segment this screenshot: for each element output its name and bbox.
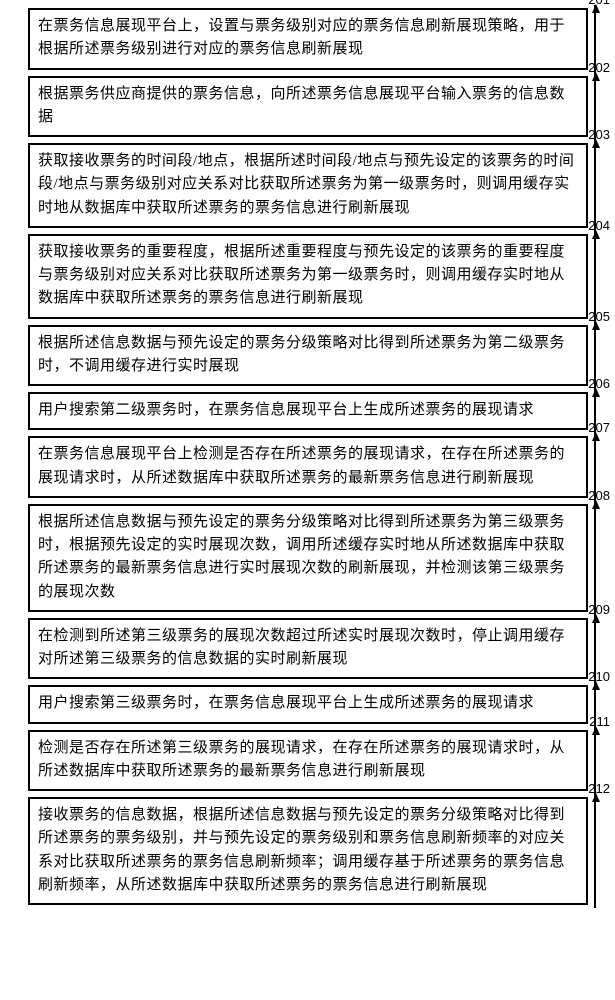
- step-box: 获取接收票务的时间段/地点，根据所述时间段/地点与预先设定的该票务的时间段/地点…: [28, 143, 588, 228]
- flow-step: 204 获取接收票务的重要程度，根据所述重要程度与预先设定的该票务的重要程度与票…: [28, 234, 588, 319]
- step-box: 在票务信息展现平台上检测是否存在所述票务的展现请求，在存在所述票务的展现请求时，…: [28, 436, 588, 498]
- flow-step: 210 用户搜索第三级票务时，在票务信息展现平台上生成所述票务的展现请求: [28, 685, 588, 723]
- flow-step: 202 根据票务供应商提供的票务信息，向所述票务信息展现平台输入票务的信息数据: [28, 76, 588, 138]
- flow-step: 212 接收票务的信息数据，根据所述信息数据与预先设定的票务分级策略对比得到所述…: [28, 797, 588, 905]
- step-box: 根据票务供应商提供的票务信息，向所述票务信息展现平台输入票务的信息数据: [28, 76, 588, 138]
- step-box: 接收票务的信息数据，根据所述信息数据与预先设定的票务分级策略对比得到所述票务的票…: [28, 797, 588, 905]
- step-box: 用户搜索第二级票务时，在票务信息展现平台上生成所述票务的展现请求: [28, 392, 588, 430]
- step-box: 检测是否存在所述第三级票务的展现请求，在存在所述票务的展现请求时，从所述数据库中…: [28, 730, 588, 792]
- flow-step: 201 在票务信息展现平台上，设置与票务级别对应的票务信息刷新展现策略，用于根据…: [28, 8, 588, 70]
- flow-step: 203 获取接收票务的时间段/地点，根据所述时间段/地点与预先设定的该票务的时间…: [28, 143, 588, 228]
- connector: [586, 144, 604, 229]
- step-box: 用户搜索第三级票务时，在票务信息展现平台上生成所述票务的展现请求: [28, 685, 588, 723]
- flow-step: 206 用户搜索第二级票务时，在票务信息展现平台上生成所述票务的展现请求: [28, 392, 588, 430]
- step-box: 根据所述信息数据与预先设定的票务分级策略对比得到所述票务为第三级票务时，根据预先…: [28, 504, 588, 612]
- connector: [586, 798, 604, 906]
- flow-step: 207 在票务信息展现平台上检测是否存在所述票务的展现请求，在存在所述票务的展现…: [28, 436, 588, 498]
- connector: [586, 505, 604, 613]
- flowchart-container: 201 在票务信息展现平台上，设置与票务级别对应的票务信息刷新展现策略，用于根据…: [28, 8, 588, 911]
- flow-step: 205 根据所述信息数据与预先设定的票务分级策略对比得到所述票务为第二级票务时，…: [28, 325, 588, 387]
- step-box: 获取接收票务的重要程度，根据所述重要程度与预先设定的该票务的重要程度与票务级别对…: [28, 234, 588, 319]
- flow-step: 208 根据所述信息数据与预先设定的票务分级策略对比得到所述票务为第三级票务时，…: [28, 504, 588, 612]
- flow-step: 211 检测是否存在所述第三级票务的展现请求，在存在所述票务的展现请求时，从所述…: [28, 730, 588, 792]
- flow-step: 209 在检测到所述第三级票务的展现次数超过所述实时展现次数时，停止调用缓存对所…: [28, 618, 588, 680]
- step-box: 根据所述信息数据与预先设定的票务分级策略对比得到所述票务为第二级票务时，不调用缓…: [28, 325, 588, 387]
- step-box: 在检测到所述第三级票务的展现次数超过所述实时展现次数时，停止调用缓存对所述第三级…: [28, 618, 588, 680]
- step-box: 在票务信息展现平台上，设置与票务级别对应的票务信息刷新展现策略，用于根据所述票务…: [28, 8, 588, 70]
- connector: [586, 235, 604, 320]
